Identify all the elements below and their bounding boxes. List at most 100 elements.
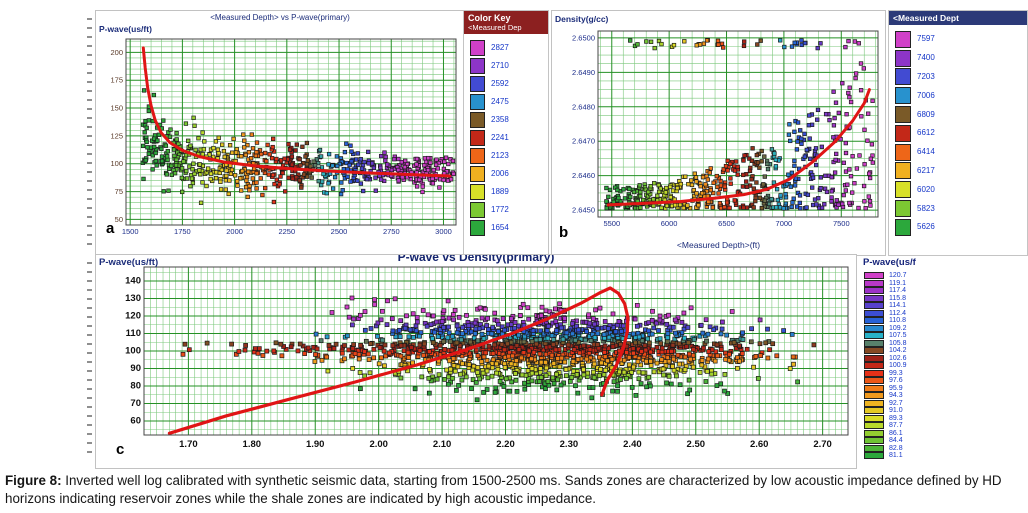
color-key-row: 1654 (464, 219, 548, 237)
color-key-row: 2006 (464, 165, 548, 183)
color-key-value: 2592 (491, 79, 509, 88)
color-key-value: 7203 (917, 71, 935, 81)
x-tick-label: 2.20 (496, 439, 515, 450)
y-tick-label: 125 (110, 131, 123, 140)
panel-b-plot: 5500 6000 6500 7000 7500 2.6450 2.6460 2.6470 2.… (572, 30, 879, 228)
color-key-value: 2358 (491, 115, 509, 124)
color-key-value: 100.9 (889, 362, 907, 370)
x-tick-label: 2.50 (687, 439, 706, 450)
color-key-row: 91.0 (860, 407, 1026, 415)
color-key-swatch (864, 384, 884, 392)
color-key-value: 6809 (917, 109, 935, 119)
color-key-row: 109.2 (860, 325, 1026, 333)
color-key-row: 92.7 (860, 400, 1026, 408)
color-key-value: 2827 (491, 43, 509, 52)
color-key-swatch (470, 130, 485, 146)
color-key-row: 81.1 (860, 452, 1026, 460)
panel-b-xlabel: <Measured Depth>(ft) (676, 240, 761, 250)
color-key-row: 120.7 (860, 272, 1026, 280)
x-tick-label: 6000 (661, 219, 678, 228)
panel-c-title: P-wave vs Density(primary) (397, 254, 555, 264)
color-key-value: 107.5 (889, 332, 907, 340)
x-tick-label: 2.30 (560, 439, 579, 450)
y-tick-label: 100 (125, 346, 141, 357)
color-key-value: 112.4 (889, 309, 906, 317)
x-tick-label: 7500 (833, 219, 850, 228)
y-tick-label: 80 (130, 381, 141, 392)
color-key-row: 87.7 (860, 422, 1026, 430)
color-key-value: 2123 (491, 151, 509, 160)
figure-caption: Figure 8: Inverted well log calibrated w… (5, 472, 1023, 507)
color-key-swatch (470, 40, 485, 56)
y-tick-label: 2.6470 (572, 137, 595, 146)
color-key-value: 5823 (917, 203, 935, 213)
panel-b-ylabel: Density(g/cc) (555, 14, 609, 24)
color-key-row: 117.4 (860, 287, 1026, 295)
color-key-swatch (864, 422, 884, 430)
color-key-row: 105.8 (860, 340, 1026, 348)
color-key-value: 5626 (917, 222, 935, 232)
color-key-value: 81.1 (889, 452, 903, 460)
x-tick-label: 2.70 (813, 439, 832, 450)
color-key-row: 95.9 (860, 385, 1026, 393)
color-key-a-swatches: 2827 2710 2592 2475 2358 2241 2123 2006 1889 1772… (464, 34, 548, 237)
color-key-row: 102.6 (860, 355, 1026, 363)
color-key-row: 104.2 (860, 347, 1026, 355)
color-key-swatch (864, 452, 884, 460)
x-tick-label: 2.00 (369, 439, 388, 450)
y-tick-label: 2.6450 (572, 206, 595, 215)
color-key-swatch (470, 166, 485, 182)
y-tick-label: 2.6480 (572, 102, 595, 111)
color-key-row: 2123 (464, 147, 548, 165)
color-key-a-header: Color Key <Measured Dep (464, 11, 548, 34)
y-tick-label: 60 (130, 416, 141, 427)
color-key-value: 119.1 (889, 279, 906, 287)
color-key-row: 6414 (889, 143, 1027, 162)
color-key-value: 114.1 (889, 302, 906, 310)
color-key-b-header: <Measured Dept (889, 11, 1027, 25)
color-key-b-swatches: 7597 7400 7203 7006 6809 6612 6414 6217 6020 5823… (889, 25, 1027, 237)
x-tick-label: 2000 (226, 227, 243, 236)
color-key-swatch (470, 202, 485, 218)
color-key-row: 114.1 (860, 302, 1026, 310)
color-key-row: 112.4 (860, 310, 1026, 318)
y-tick-label: 100 (110, 159, 123, 168)
panel-letter-c: c (116, 441, 125, 458)
color-key-value: 86.1 (889, 429, 903, 437)
x-tick-label: 2.40 (623, 439, 642, 450)
color-key-value: 92.7 (889, 399, 903, 407)
color-key-swatch (470, 148, 485, 164)
color-key-value: 82.8 (889, 444, 903, 452)
color-key-value: 7006 (917, 90, 935, 100)
color-key-value: 115.8 (889, 294, 906, 302)
color-key-row: 89.3 (860, 415, 1026, 423)
color-key-depth-a: Color Key <Measured Dep 2827 2710 2592 2475… (463, 10, 549, 256)
color-key-swatch (470, 58, 485, 74)
color-key-swatch (864, 294, 884, 302)
color-key-swatch (864, 339, 884, 347)
color-key-depth-b: <Measured Dept 7597 7400 7203 7006 6809 6612 6… (888, 10, 1028, 256)
color-key-value: 1772 (491, 205, 509, 214)
figure-caption-text: Inverted well log calibrated with synthe… (5, 473, 1002, 506)
x-tick-label: 1.90 (306, 439, 325, 450)
color-key-swatch (864, 332, 884, 340)
x-tick-label: 1750 (174, 227, 191, 236)
color-key-value: 6020 (917, 184, 935, 194)
color-key-row: 119.1 (860, 280, 1026, 288)
color-key-a-title: Color Key (468, 13, 511, 23)
color-key-row: 2475 (464, 93, 548, 111)
color-key-swatch (864, 444, 884, 452)
color-key-row: 94.3 (860, 392, 1026, 400)
color-key-row: 2827 (464, 39, 548, 57)
x-tick-label: 2250 (278, 227, 295, 236)
color-key-swatch (895, 200, 911, 218)
color-key-row: 107.5 (860, 332, 1026, 340)
color-key-swatch (864, 414, 884, 422)
y-tick-label: 2.6460 (572, 171, 595, 180)
color-key-swatch (895, 181, 911, 199)
color-key-row: 100.9 (860, 362, 1026, 370)
color-key-swatch (895, 30, 911, 48)
x-tick-label: 2.60 (750, 439, 769, 450)
color-key-swatch (864, 324, 884, 332)
color-key-c-header: P-wave(us/f (863, 257, 916, 268)
